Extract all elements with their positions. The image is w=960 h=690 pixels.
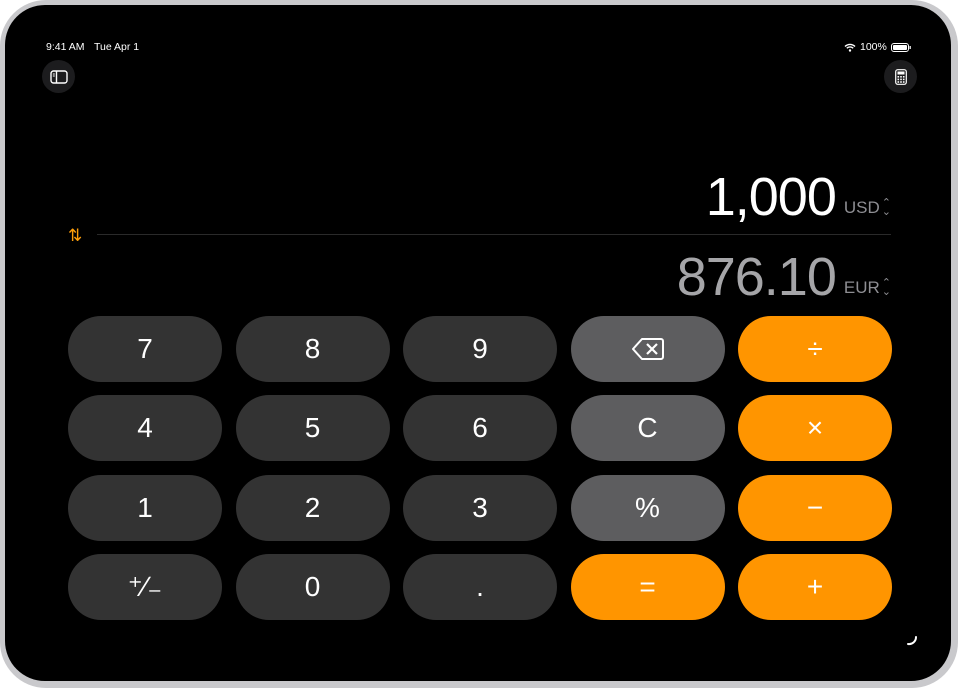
key-label: %: [635, 491, 660, 523]
status-time: 9:41 AM: [46, 41, 85, 53]
resize-handle-icon[interactable]: [905, 632, 919, 646]
key-button[interactable]: 8: [235, 316, 390, 382]
key-label: 6: [472, 412, 488, 444]
key-label: 2: [304, 491, 321, 523]
source-currency: USD: [843, 198, 880, 217]
key-label: C: [637, 412, 658, 444]
key-label: 9: [472, 333, 488, 364]
target-value: 876.10: [676, 247, 837, 307]
key-button[interactable]: %: [570, 474, 725, 541]
key-label: =: [639, 570, 656, 602]
key-label: −: [806, 491, 824, 523]
key-label: ⁺∕₋: [127, 571, 163, 603]
key-label: 4: [137, 412, 153, 444]
key-button[interactable]: ⁺∕₋: [68, 553, 222, 620]
calculator-icon: [894, 68, 907, 85]
backspace-icon: [631, 338, 664, 360]
key-button[interactable]: 6: [403, 395, 557, 462]
sidebar-icon: [49, 69, 68, 84]
swap-arrows-icon[interactable]: ⇅: [68, 226, 83, 245]
source-currency-picker[interactable]: USD ⌃ ⌄: [844, 198, 891, 218]
wifi-icon: [844, 43, 856, 52]
key-label: 7: [137, 333, 153, 364]
key-label: 5: [304, 412, 321, 444]
key-button[interactable]: 9: [403, 316, 557, 382]
calculator-mode-button[interactable]: [884, 60, 917, 93]
key-button[interactable]: 0: [235, 553, 390, 620]
source-display: 1,000 USD ⌃ ⌄: [706, 170, 891, 224]
key-button[interactable]: ×: [738, 395, 892, 462]
key-label: 0: [304, 570, 321, 602]
key-button[interactable]: 1: [68, 474, 222, 541]
key-button[interactable]: −: [738, 474, 892, 541]
key-label: 1: [137, 491, 153, 523]
key-button[interactable]: C: [570, 395, 725, 462]
calculator-screen: 9:41 AM Tue Apr 1 100% 1,000 USD ⌃ ⌄ ⇅ 876…: [5, 5, 951, 681]
status-date: Tue Apr 1: [94, 41, 140, 53]
key-button[interactable]: 7: [68, 316, 222, 382]
key-label: 3: [472, 491, 488, 523]
key-button[interactable]: ÷: [738, 316, 892, 382]
divider: [97, 234, 891, 235]
key-button[interactable]: [570, 316, 725, 382]
key-button[interactable]: 2: [235, 474, 390, 541]
key-label: .: [476, 570, 484, 602]
key-button[interactable]: 5: [235, 395, 390, 462]
key-button[interactable]: 3: [403, 474, 557, 541]
chevron-updown-icon: ⌃ ⌄: [881, 197, 891, 218]
key-button[interactable]: .: [403, 553, 557, 620]
key-label: +: [806, 570, 824, 602]
sidebar-toggle-button[interactable]: [42, 60, 75, 93]
key-label: 8: [304, 333, 321, 364]
key-label: ×: [806, 412, 824, 444]
target-display: 876.10 EUR ⌃ ⌄: [677, 250, 891, 304]
battery-icon: [890, 42, 911, 52]
source-value: 1,000: [705, 167, 837, 227]
target-currency: EUR: [843, 278, 880, 297]
chevron-updown-icon: ⌃ ⌄: [881, 277, 891, 298]
status-right: 100%: [844, 41, 911, 53]
key-button[interactable]: +: [738, 553, 892, 620]
key-button[interactable]: 4: [68, 395, 222, 462]
target-currency-picker[interactable]: EUR ⌃ ⌄: [844, 278, 891, 298]
key-label: ÷: [807, 333, 823, 364]
battery-percent: 100%: [860, 41, 887, 53]
key-button[interactable]: =: [570, 553, 725, 620]
